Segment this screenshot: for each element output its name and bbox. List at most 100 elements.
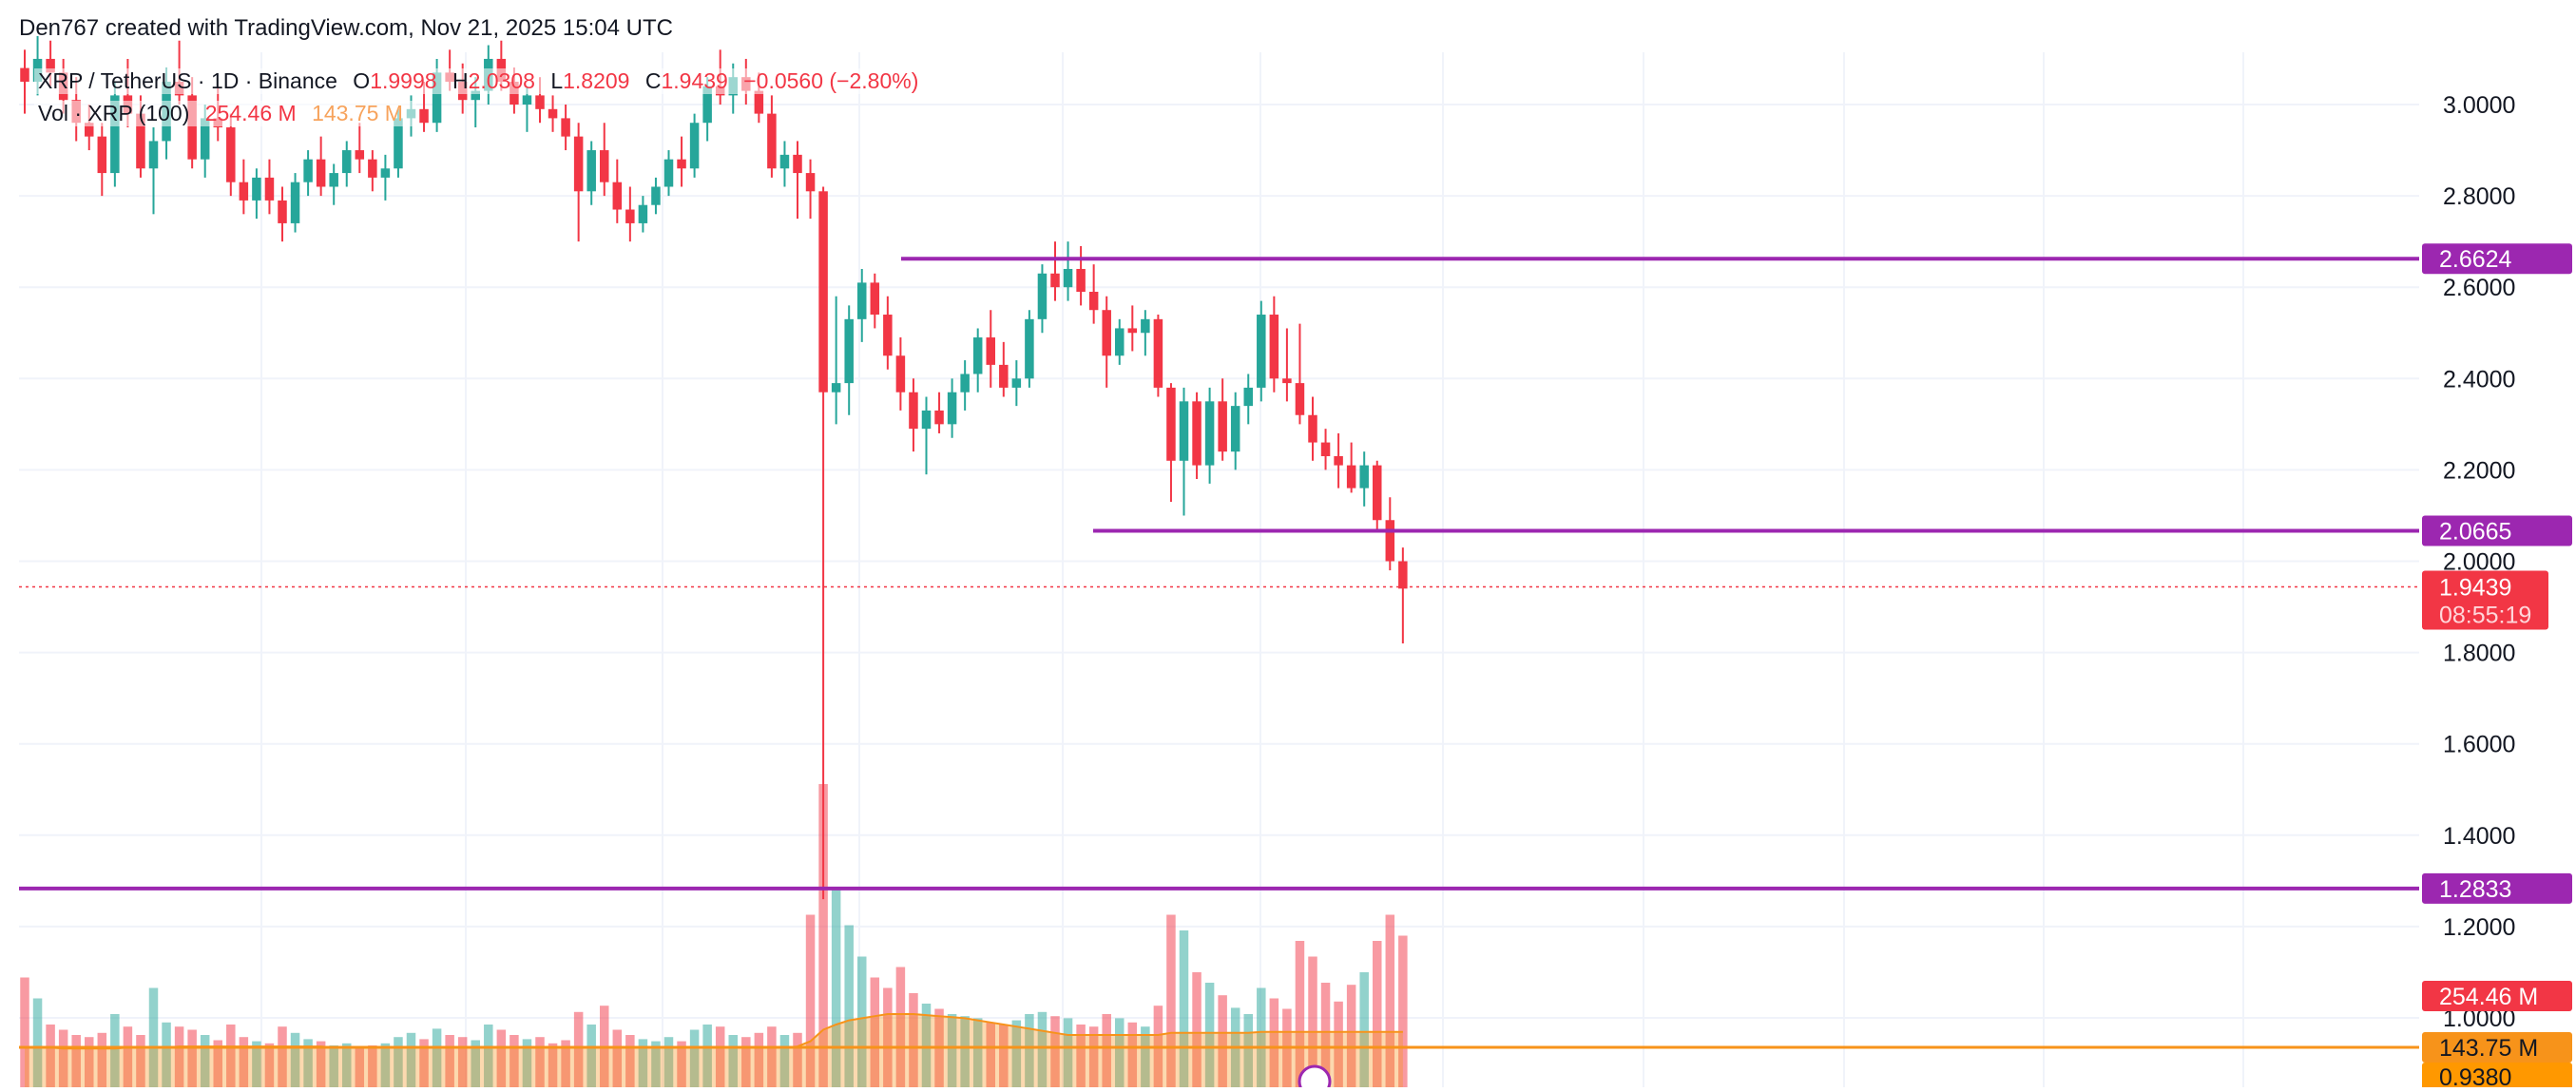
candle-body (1166, 387, 1176, 461)
volume-bar (1257, 987, 1266, 1087)
candle-body (1385, 520, 1395, 562)
volume-bar (394, 1037, 403, 1087)
ohlc-open: O1.9998 (353, 68, 437, 93)
candle-body (638, 204, 648, 223)
volume-bar (1334, 1001, 1343, 1087)
other-value-label: 0.9380 (2439, 1064, 2511, 1087)
volume-indicator-name[interactable]: Vol · XRP (100) (38, 101, 190, 125)
candle-body (1398, 561, 1408, 589)
drawing-tool-icon (1298, 1064, 1332, 1092)
volume-ma-value: 143.75 M (312, 101, 403, 125)
other-value-tag (2422, 1063, 2572, 1091)
candle-body (278, 200, 287, 223)
volume-bar (1385, 914, 1395, 1087)
candle-body (290, 182, 300, 223)
candle-body (909, 392, 918, 430)
candle-body (625, 209, 635, 223)
candle-body (870, 282, 880, 316)
chart-credit: Den767 created with TradingView.com, Nov… (19, 15, 673, 41)
volume-bar (406, 1032, 416, 1087)
volume-bar (368, 1045, 377, 1087)
candle-body (1088, 292, 1099, 311)
candle-body (252, 177, 261, 201)
volume-bar (1025, 1014, 1034, 1087)
volume-bar (883, 987, 893, 1087)
candle-body (805, 173, 816, 192)
volume-ma-area (25, 1014, 1403, 1087)
candle-body (1243, 387, 1253, 407)
symbol-legend: XRP / TetherUS · 1D · Binance O1.9998 H2… (34, 68, 932, 94)
volume-bar (986, 1022, 995, 1087)
candle-body (20, 67, 29, 82)
candle-body (355, 150, 365, 160)
volume-bar (612, 1029, 623, 1087)
volume-bar (380, 1043, 391, 1087)
volume-bar (136, 1035, 145, 1087)
candle-body (1063, 268, 1073, 288)
level-price-label-1: 2.0665 (2439, 519, 2511, 546)
price-tick-label: 2.6000 (2443, 275, 2515, 301)
candle-body (535, 95, 545, 109)
volume-bar (895, 967, 906, 1087)
volume-legend: Vol · XRP (100) 254.46 M 143.75 M (34, 101, 416, 126)
volume-value-label: 254.46 M (2439, 984, 2538, 1010)
volume-bar (32, 998, 43, 1087)
volume-bar (1076, 1025, 1086, 1087)
candle-body (1050, 273, 1060, 288)
volume-bar (85, 1037, 94, 1087)
volume-ma-tag (2422, 1032, 2572, 1063)
candle-body (677, 159, 686, 169)
volume-bar (651, 1041, 661, 1087)
level-price-label-2: 1.2833 (2439, 876, 2511, 903)
volume-bar (625, 1035, 635, 1087)
candle-body (1257, 315, 1266, 388)
candle-body (857, 282, 867, 319)
volume-bar (715, 1026, 725, 1087)
symbol-name[interactable]: XRP / TetherUS · 1D · Binance (38, 68, 337, 93)
ohlc-low: L1.8209 (550, 68, 630, 93)
volume-bar (741, 1037, 751, 1087)
candle-body (226, 127, 236, 182)
candle-body (883, 315, 893, 356)
price-tick-label: 2.8000 (2443, 183, 2515, 210)
candle-body (1218, 401, 1227, 452)
volume-bar (97, 1032, 107, 1087)
volume-bar (239, 1037, 249, 1087)
volume-bar (329, 1045, 338, 1087)
candle-body (1102, 310, 1111, 356)
price-tick-label: 1.8000 (2443, 641, 2515, 667)
volume-bar (1179, 930, 1189, 1087)
ohlc-close: C1.9439 (644, 68, 728, 93)
candle-body (1037, 273, 1048, 319)
candle-body (85, 123, 94, 137)
volume-bar (264, 1043, 275, 1087)
candle-body (612, 182, 623, 210)
volume-bar (58, 1029, 68, 1087)
volume-bar (200, 1035, 210, 1087)
volume-bar (1295, 941, 1305, 1087)
volume-bar (767, 1026, 777, 1087)
volume-bar (805, 914, 816, 1087)
volume-bar (999, 1025, 1009, 1087)
volume-bar (689, 1029, 700, 1087)
candle-body (1282, 378, 1292, 384)
volume-bar (1037, 1011, 1048, 1087)
price-tick-label: 2.4000 (2443, 366, 2515, 393)
candle-body (1127, 328, 1138, 334)
volume-bar (162, 1022, 171, 1087)
volume-bar (1166, 914, 1176, 1087)
volume-bar (226, 1025, 236, 1087)
price-tick-label: 3.0000 (2443, 92, 2515, 119)
candle-body (779, 154, 790, 169)
volume-bar (909, 993, 918, 1087)
volume-bar (793, 1032, 802, 1087)
volume-bar (484, 1025, 493, 1087)
candle-body (921, 410, 932, 430)
volume-bar (677, 1041, 686, 1087)
candle-body (316, 159, 326, 187)
volume-bar (1398, 935, 1408, 1087)
candle-body (522, 95, 532, 105)
candle-body (329, 173, 338, 187)
